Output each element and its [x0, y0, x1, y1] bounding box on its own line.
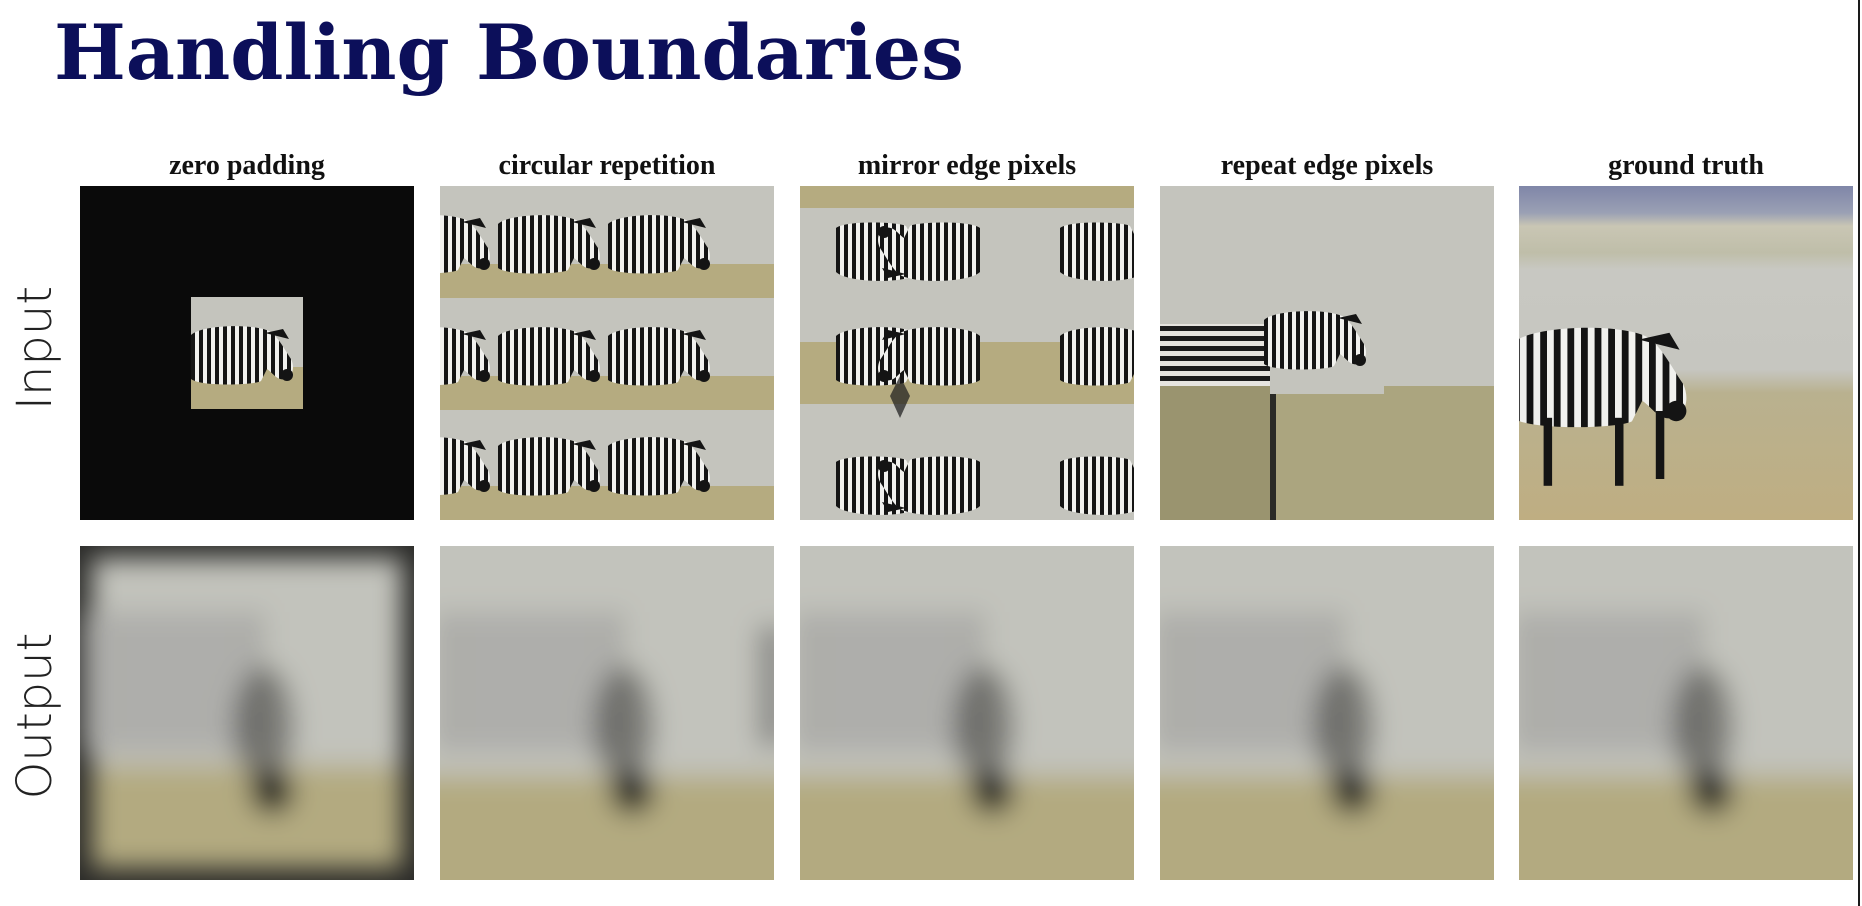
slide-title: Handling Boundaries — [54, 8, 964, 97]
column-label-repeat-edge-pixels: repeat edge pixels — [1220, 150, 1434, 181]
input-circular-repetition-image — [440, 186, 774, 520]
input-mirror-edge-pixels-image — [800, 186, 1134, 520]
column-label-circular-repetition: circular repetition — [498, 150, 716, 181]
right-edge-rule — [1858, 0, 1860, 906]
output-ground-truth-image — [1519, 546, 1853, 880]
row-label-output: Output — [7, 632, 63, 800]
zebra-icon — [1519, 327, 1687, 486]
column-label-ground-truth: ground truth — [1608, 150, 1764, 181]
input-repeat-edge-pixels-image — [1160, 186, 1494, 520]
zebra-icon — [1264, 311, 1366, 370]
output-zero-padding-image — [80, 546, 414, 880]
column-label-zero-padding: zero padding — [169, 150, 325, 181]
input-zero-padding-image — [80, 186, 414, 520]
input-ground-truth-image — [1519, 186, 1853, 520]
column-label-mirror-edge-pixels: mirror edge pixels — [857, 150, 1077, 181]
output-repeat-edge-pixels-image — [1160, 546, 1494, 880]
zebra-icon — [191, 326, 293, 385]
output-circular-repetition-image — [440, 546, 774, 880]
output-mirror-edge-pixels-image — [800, 546, 1134, 880]
row-label-input: Input — [7, 285, 63, 411]
